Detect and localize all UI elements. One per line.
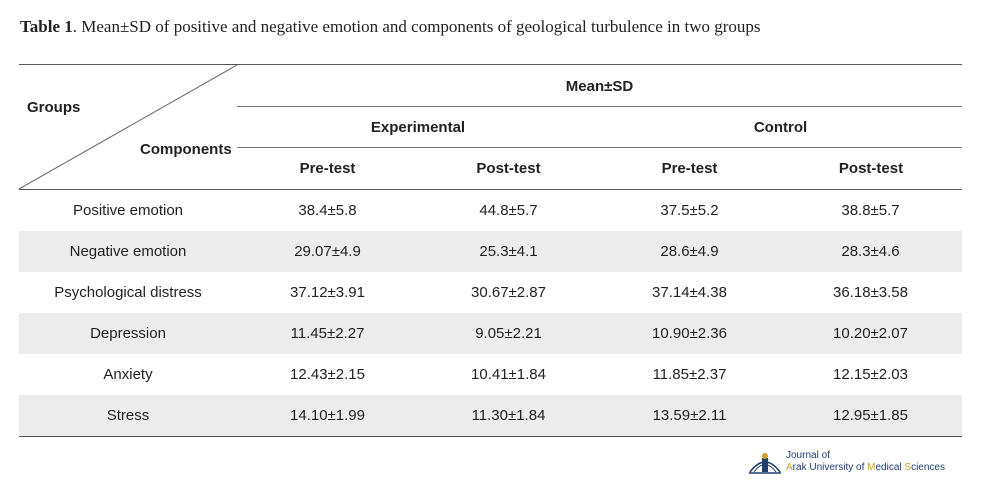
component-cell: Psychological distress xyxy=(54,284,202,301)
journal-emblem-icon xyxy=(749,453,781,474)
table-row: Negative emotion 29.07±4.9 25.3±4.1 28.6… xyxy=(19,231,962,272)
exp-post-cell: 25.3±4.1 xyxy=(479,243,538,260)
exp-pre-cell: 12.43±2.15 xyxy=(290,366,365,383)
journal-name: Journal of Arak University of Medical Sc… xyxy=(786,450,945,474)
table-row: Depression 11.45±2.27 9.05±2.21 10.90±2.… xyxy=(19,313,962,354)
ctrl-pre-cell: 13.59±2.11 xyxy=(652,407,727,424)
exp-post-cell: 44.8±5.7 xyxy=(479,202,538,219)
exp-pre-test-header: Pre-test xyxy=(299,160,356,177)
table-caption-label: Table 1 xyxy=(20,17,73,36)
exp-post-cell: 10.41±1.84 xyxy=(471,366,546,383)
component-cell: Positive emotion xyxy=(72,202,184,219)
ctrl-pre-cell: 37.14±4.38 xyxy=(652,284,727,301)
table-row: Psychological distress 37.12±3.91 30.67±… xyxy=(19,272,962,313)
table-row: Anxiety 12.43±2.15 10.41±1.84 11.85±2.37… xyxy=(19,354,962,395)
ctrl-post-cell: 12.95±1.85 xyxy=(833,407,908,424)
exp-post-cell: 11.30±1.84 xyxy=(471,407,546,424)
mean-sd-header: Mean±SD xyxy=(565,78,634,95)
ctrl-post-cell: 12.15±2.03 xyxy=(833,366,908,383)
table-caption: Table 1. Mean±SD of positive and negativ… xyxy=(20,17,761,37)
journal-logo: Journal of Arak University of Medical Sc… xyxy=(748,448,945,476)
exp-post-cell: 9.05±2.21 xyxy=(475,325,542,342)
ctrl-pre-cell: 11.85±2.37 xyxy=(652,366,727,383)
exp-pre-cell: 38.4±5.8 xyxy=(298,202,357,219)
ctrl-post-cell: 28.3±4.6 xyxy=(841,243,900,260)
ctrl-pre-cell: 37.5±5.2 xyxy=(660,202,719,219)
table-row: Stress 14.10±1.99 11.30±1.84 13.59±2.11 … xyxy=(19,395,962,437)
ctrl-pre-cell: 10.90±2.36 xyxy=(652,325,727,342)
experimental-header: Experimental xyxy=(370,119,466,136)
exp-post-cell: 30.67±2.87 xyxy=(471,284,546,301)
components-header: Components xyxy=(140,141,232,158)
ctrl-pre-test-header: Pre-test xyxy=(661,160,718,177)
exp-pre-cell: 14.10±1.99 xyxy=(290,407,365,424)
ctrl-post-cell: 10.20±2.07 xyxy=(833,325,908,342)
table-caption-text: . Mean±SD of positive and negative emoti… xyxy=(72,17,761,36)
ctrl-post-test-header: Post-test xyxy=(838,160,904,177)
component-cell: Negative emotion xyxy=(69,243,187,260)
exp-pre-cell: 11.45±2.27 xyxy=(290,325,365,342)
exp-pre-cell: 29.07±4.9 xyxy=(294,243,361,260)
control-header: Control xyxy=(753,119,808,136)
groups-header: Groups xyxy=(27,99,81,116)
component-cell: Stress xyxy=(106,407,150,424)
table-row: Positive emotion 38.4±5.8 44.8±5.7 37.5±… xyxy=(19,190,962,231)
journal-name-line1: Journal of xyxy=(786,450,830,461)
header-divider-1 xyxy=(237,106,962,107)
ctrl-pre-cell: 28.6±4.9 xyxy=(660,243,719,260)
results-table: Groups Components Mean±SD Experimental C… xyxy=(19,64,962,437)
table-header: Groups Components Mean±SD Experimental C… xyxy=(19,65,962,190)
exp-pre-cell: 37.12±3.91 xyxy=(290,284,365,301)
ctrl-post-cell: 36.18±3.58 xyxy=(833,284,908,301)
ctrl-post-cell: 38.8±5.7 xyxy=(841,202,900,219)
exp-post-test-header: Post-test xyxy=(476,160,541,177)
diagonal-divider xyxy=(19,65,237,189)
journal-name-line2: Arak University of Medical Sciences xyxy=(786,462,945,473)
header-divider-2 xyxy=(237,147,962,148)
component-cell: Anxiety xyxy=(103,366,153,383)
component-cell: Depression xyxy=(90,325,166,342)
